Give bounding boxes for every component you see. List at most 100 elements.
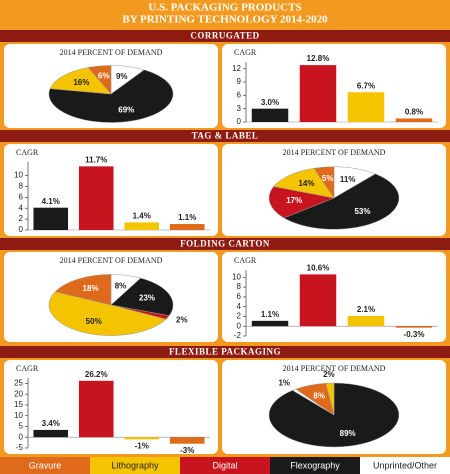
slice-label: 16%	[73, 78, 89, 87]
pie-slice	[48, 291, 167, 336]
section-title: TAG & LABEL	[192, 131, 259, 141]
slice-label: 5%	[322, 174, 334, 183]
bar-value-label: 4.1%	[42, 197, 60, 206]
bar-title: CAGR	[234, 48, 257, 57]
pie-title: 2014 PERCENT OF DEMAND	[283, 364, 386, 373]
y-tick-label: 10	[14, 411, 23, 420]
y-tick-label: 4	[237, 302, 242, 311]
bar	[169, 437, 205, 444]
legend-label: Unprinted/Other	[373, 460, 437, 470]
legend-label: Lithography	[111, 460, 159, 470]
bar	[33, 429, 69, 438]
bar	[347, 92, 385, 122]
legend-label: Digital	[212, 460, 237, 470]
bar-value-label: -1%	[135, 441, 149, 450]
bar-value-label: -0.3%	[404, 330, 425, 339]
bar-value-label: 3.0%	[261, 98, 279, 107]
legend-label: Flexography	[290, 460, 340, 470]
section-title: CORRUGATED	[190, 31, 259, 41]
bar-value-label: -3%	[180, 446, 194, 455]
legend-label: Gravure	[29, 460, 62, 470]
section-band	[0, 130, 450, 142]
pie-slice	[49, 67, 112, 95]
y-tick-label: 6	[237, 292, 242, 301]
y-tick-label: 8	[19, 182, 24, 191]
pie-slice	[325, 382, 335, 416]
pie-slice	[313, 166, 335, 199]
y-tick-label: 8	[237, 282, 242, 291]
slice-label: 6%	[98, 72, 110, 81]
bar-title: CAGR	[16, 364, 39, 373]
legend-swatch	[270, 457, 360, 474]
bar	[124, 437, 160, 440]
y-tick-label: 15	[14, 400, 23, 409]
bar-title: CAGR	[16, 148, 39, 157]
y-tick-label: 10	[232, 272, 241, 281]
legend-swatch	[180, 457, 270, 474]
y-tick-label: 6	[237, 90, 242, 99]
bar-value-label: 1.1%	[261, 310, 279, 319]
bar-value-label: 1.1%	[178, 213, 196, 222]
y-tick-label: 0	[19, 225, 24, 234]
y-tick-label: 4	[19, 203, 24, 212]
slice-label: 8%	[115, 282, 127, 291]
bar-value-label: 12.8%	[307, 54, 330, 63]
section-title: FLEXIBLE PACKAGING	[169, 347, 281, 357]
bar	[251, 320, 289, 327]
y-tick-label: 0	[237, 321, 242, 330]
y-tick-label: 25	[14, 378, 23, 387]
legend-swatch	[90, 457, 180, 474]
bar-value-label: 2.1%	[357, 305, 375, 314]
slice-label: 50%	[86, 317, 102, 326]
slice-label: 17%	[286, 196, 302, 205]
bar	[124, 222, 160, 230]
pie-slice	[87, 65, 112, 95]
bar	[78, 380, 114, 438]
slice-label: 9%	[116, 72, 128, 81]
pie-title: 2014 PERCENT OF DEMAND	[283, 148, 386, 157]
y-tick-label: 3	[237, 104, 242, 113]
bar-value-label: 11.7%	[85, 155, 107, 164]
slice-label: 11%	[340, 175, 356, 184]
y-tick-label: 20	[14, 389, 23, 398]
slice-label: 69%	[118, 105, 134, 114]
slice-label: 14%	[298, 179, 314, 188]
bar-value-label: 1.4%	[133, 211, 151, 220]
legend-swatch	[0, 457, 90, 474]
y-tick-label: 2	[19, 214, 24, 223]
bar	[251, 108, 289, 122]
bar-title: CAGR	[234, 256, 257, 265]
slice-label: 2%	[176, 316, 188, 325]
pie-title: 2014 PERCENT OF DEMAND	[60, 256, 163, 265]
slice-label: 8%	[313, 392, 325, 401]
slice-label: 1%	[278, 379, 290, 388]
bar-value-label: 0.8%	[405, 108, 423, 117]
bar-value-label: 6.7%	[357, 81, 375, 90]
slice-label: 2%	[323, 370, 335, 379]
legend-swatch	[360, 457, 450, 474]
title-line: BY PRINTING TECHNOLOGY 2014-2020	[122, 14, 328, 26]
pie-slice	[110, 277, 174, 316]
bar	[33, 207, 69, 230]
pie-slice	[283, 173, 400, 230]
y-tick-label: 0	[19, 432, 24, 441]
slice-label: 53%	[354, 207, 370, 216]
bar	[395, 118, 433, 122]
y-tick-label: 0	[237, 117, 242, 126]
bar-value-label: 26.2%	[85, 370, 108, 379]
bar-value-label: 3.4%	[42, 419, 60, 428]
slice-label: 18%	[83, 284, 99, 293]
bar	[169, 224, 205, 230]
y-tick-label: 2	[237, 312, 242, 321]
section-band	[0, 346, 450, 358]
y-tick-label: 10	[14, 171, 23, 180]
y-tick-label: -5	[16, 443, 24, 452]
pie-title: 2014 PERCENT OF DEMAND	[60, 48, 163, 57]
pie-slice	[48, 69, 174, 123]
bar	[299, 274, 337, 327]
slice-label: 89%	[340, 429, 356, 438]
section-band	[0, 238, 450, 250]
bar	[347, 315, 385, 327]
y-tick-label: 6	[19, 192, 24, 201]
